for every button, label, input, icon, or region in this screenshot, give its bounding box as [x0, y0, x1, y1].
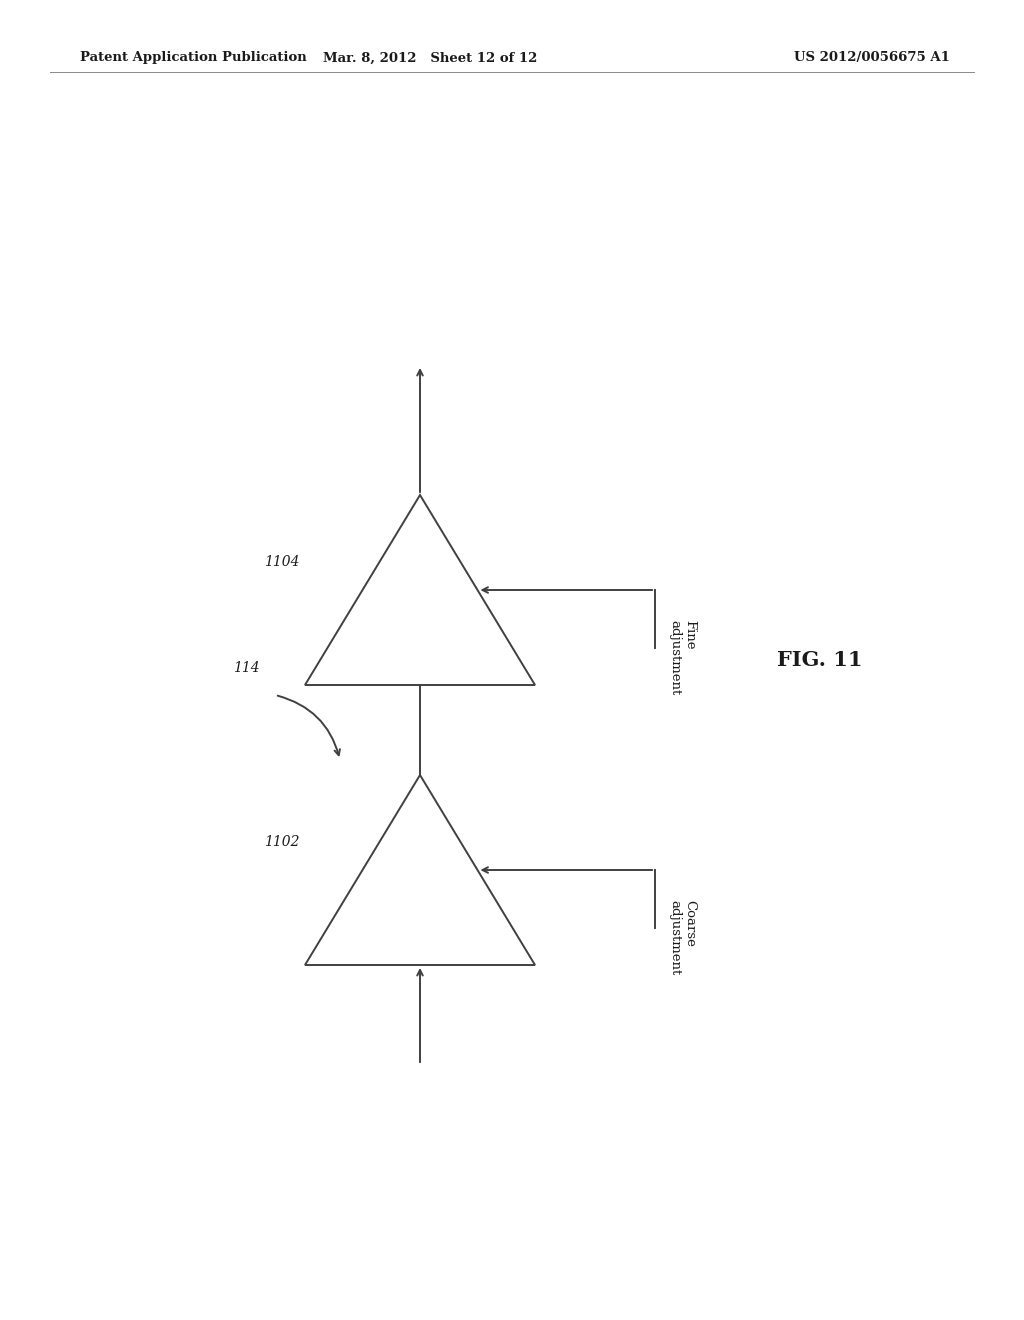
Text: 1104: 1104: [264, 554, 300, 569]
Text: Fine
adjustment: Fine adjustment: [668, 620, 696, 696]
Text: US 2012/0056675 A1: US 2012/0056675 A1: [795, 51, 950, 65]
Text: 114: 114: [233, 661, 260, 675]
Text: 1102: 1102: [264, 834, 300, 849]
Text: Mar. 8, 2012   Sheet 12 of 12: Mar. 8, 2012 Sheet 12 of 12: [323, 51, 538, 65]
Text: Coarse
adjustment: Coarse adjustment: [668, 900, 696, 975]
Text: Patent Application Publication: Patent Application Publication: [80, 51, 307, 65]
Text: FIG. 11: FIG. 11: [777, 649, 863, 671]
